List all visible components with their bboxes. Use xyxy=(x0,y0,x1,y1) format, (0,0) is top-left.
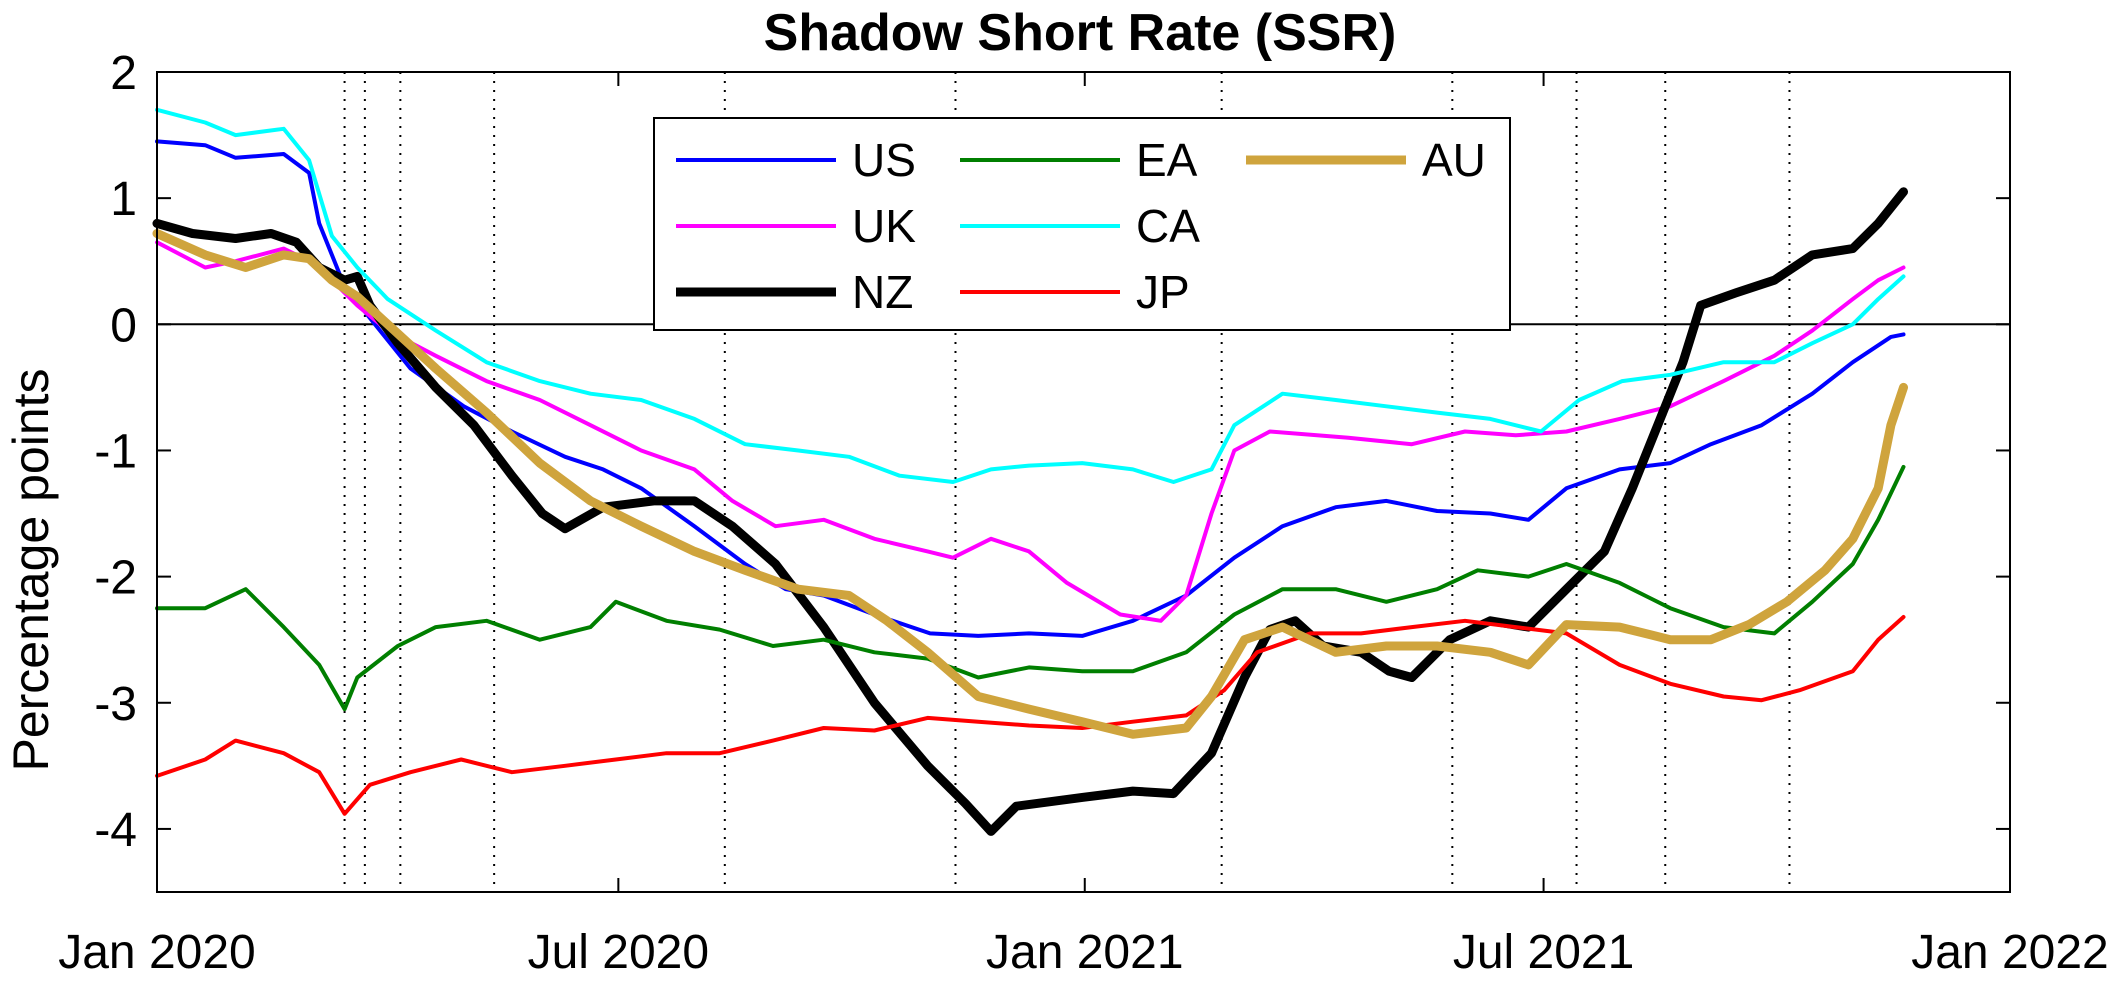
axis-ticks: Jan 2020 Jul 2020 Jan 2021 Jul 2021 Jan 2022… xyxy=(58,47,2109,979)
legend-label-uk: UK xyxy=(852,200,916,252)
plot-frame xyxy=(156,71,2011,893)
y-tick-label: -2 xyxy=(94,552,137,605)
series-layer xyxy=(152,107,1908,836)
series-line-jp xyxy=(155,615,1906,816)
legend-label-au: AU xyxy=(1422,134,1486,186)
legend-label-ca: CA xyxy=(1136,200,1200,252)
legend: US UK NZ EA CA JP AU xyxy=(653,117,1511,331)
series-line-ea xyxy=(155,464,1906,712)
y-tick-label: 2 xyxy=(110,47,137,100)
x-tick-label: Jan 2021 xyxy=(986,926,1184,979)
y-tick-label: -1 xyxy=(94,425,137,478)
legend-label-jp: JP xyxy=(1136,266,1190,318)
x-tick-label: Jul 2020 xyxy=(528,926,709,979)
series-line-au xyxy=(152,229,1908,739)
y-axis-label: Percentage points xyxy=(3,368,59,771)
y-tick-label: -4 xyxy=(94,804,137,857)
y-tick-label: 0 xyxy=(110,299,137,352)
chart-title: Shadow Short Rate (SSR) xyxy=(764,4,1397,62)
x-tick-label: Jan 2020 xyxy=(58,926,256,979)
y-tick-label: -3 xyxy=(94,678,137,731)
legend-label-ea: EA xyxy=(1136,134,1198,186)
x-tick-label: Jan 2022 xyxy=(1911,926,2109,979)
x-tick-label: Jul 2021 xyxy=(1453,926,1634,979)
series-line-ca xyxy=(155,107,1906,484)
legend-label-nz: NZ xyxy=(852,266,913,318)
legend-label-us: US xyxy=(852,134,916,186)
y-tick-label: 1 xyxy=(110,173,137,226)
